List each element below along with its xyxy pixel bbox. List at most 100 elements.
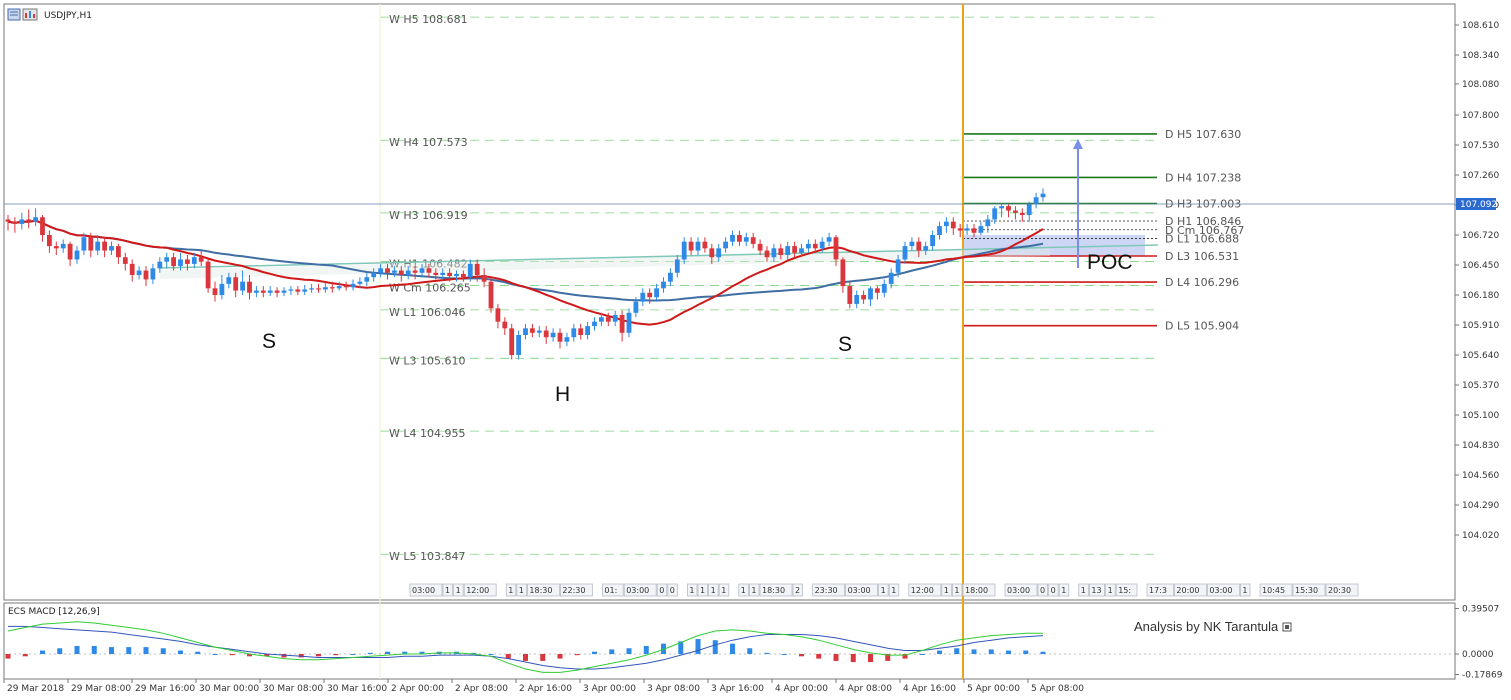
x-tick-label: 2 Apr 16:00: [519, 684, 572, 694]
time-tag-box: [527, 583, 560, 597]
macd-main-line: [7, 621, 1043, 673]
time-tag-label: 0: [1051, 586, 1056, 595]
weekly-level-label: W L4 104.955: [389, 427, 465, 440]
candle-body: [95, 241, 101, 251]
weekly-level-label: W L3 105.610: [389, 354, 465, 367]
daily-level-label: D H1 106.846: [1165, 215, 1241, 228]
time-tag-label: 0: [1040, 586, 1045, 595]
macd-hist-bar: [5, 654, 11, 659]
time-tag-label: 15:30: [1295, 586, 1318, 595]
candle-body: [799, 248, 804, 253]
macd-hist-bar: [488, 654, 494, 655]
macd-hist-bar: [385, 651, 390, 654]
shoulder-left-label: S: [262, 330, 276, 353]
candle-body: [854, 294, 860, 304]
macd-hist-bar: [764, 652, 770, 654]
time-tag-box: [560, 583, 593, 597]
y-tick-label: 105.370: [1462, 381, 1499, 391]
candle-body: [564, 337, 570, 342]
candle-body: [937, 226, 942, 235]
candle-body: [730, 234, 735, 242]
candle-body: [578, 328, 584, 335]
price-axis[interactable]: 108.610 108.340 108.080 107.800 107.530 107.2…: [1455, 21, 1499, 541]
time-tag-box: [1078, 583, 1089, 597]
x-tick-label: 5 Apr 00:00: [967, 684, 1020, 694]
symbol-title: USDJPY,H1: [44, 11, 92, 21]
candle-body: [385, 268, 390, 273]
time-tag-label: 1: [519, 586, 524, 595]
macd-hist-bar: [988, 649, 994, 654]
candle-body: [1013, 210, 1018, 213]
time-tag-label: 1: [741, 586, 746, 595]
macd-hist-bar: [592, 651, 597, 654]
time-tag-label: 10:45: [1262, 586, 1285, 595]
time-tag-box: [656, 583, 668, 597]
candle-body: [109, 246, 114, 251]
macd-indicator: [4, 621, 1455, 673]
candle-body: [60, 243, 66, 249]
candle-body: [509, 328, 515, 355]
candle-body: [440, 272, 446, 275]
daily-level-label: D H4 107.238: [1165, 171, 1241, 184]
time-tag-box: [516, 583, 527, 597]
candle-body: [819, 241, 825, 249]
daily-level-label: D L4 106.296: [1165, 276, 1239, 289]
candle-body: [861, 294, 866, 300]
poc-band: [963, 234, 1145, 257]
y-tick-label: 107.530: [1462, 141, 1499, 151]
chart-window-icon[interactable]: [7, 8, 21, 21]
x-tick-label: 5 Apr 08:00: [1031, 684, 1084, 694]
time-tag-label: 1: [891, 586, 896, 595]
daily-level-label: D L1 106.688: [1165, 233, 1239, 246]
candle-body: [412, 270, 418, 273]
weekly-level-label: W H3 106.919: [389, 209, 468, 222]
candle-body: [295, 289, 301, 292]
time-tag-box: [718, 583, 730, 597]
candle-body: [626, 312, 632, 333]
candle-body: [398, 270, 404, 275]
candles-layer: [5, 188, 1046, 360]
candle-body: [19, 219, 25, 224]
x-tick-label: 4 Apr 08:00: [839, 684, 892, 694]
candle-body: [185, 259, 190, 264]
time-tag-label: 18:30: [762, 586, 785, 595]
y-tick-label: 105.910: [1462, 321, 1499, 331]
candle-body: [640, 292, 646, 302]
time-tag-box: [505, 583, 517, 597]
time-tag-box: [792, 583, 804, 597]
candle-body: [923, 246, 929, 251]
moving-averages: [7, 219, 1044, 326]
x-tick-label: 30 Mar 00:00: [199, 684, 259, 694]
macd-hist-bar: [367, 652, 373, 654]
time-tag-box: [708, 583, 719, 597]
session-time-tags: 03:00 1 1 12:00 1 1 18:30 22:30 01: 03:00 0 0 1 1 1 1 1 1…: [409, 583, 1359, 597]
candle-body: [916, 241, 922, 251]
time-tag-label: 01:: [604, 586, 617, 595]
candle-body: [316, 288, 321, 290]
macd-hist-bar: [816, 654, 822, 659]
time-tag-label: 03:00: [1007, 586, 1030, 595]
time-tag-label: 20:00: [1176, 586, 1199, 595]
candle-body: [392, 270, 397, 273]
weekly-level-label: W H4 107.573: [389, 136, 468, 149]
candle-body: [426, 268, 432, 273]
chart-props-icon[interactable]: [22, 8, 38, 21]
x-tick-label: 3 Apr 08:00: [647, 684, 700, 694]
candle-body: [309, 288, 314, 290]
candle-body: [950, 221, 956, 229]
time-tag-label: 18:00: [965, 586, 988, 595]
candle-body: [999, 206, 1004, 209]
macd-hist-bar: [850, 654, 856, 663]
time-tag-box: [1048, 583, 1059, 597]
candle-body: [150, 268, 156, 280]
candle-body: [709, 248, 715, 258]
time-tag-label: 1: [954, 586, 959, 595]
time-tag-box: [759, 583, 793, 597]
candle-body: [461, 273, 466, 278]
candle-body: [267, 290, 273, 293]
time-tag-label: 1: [445, 586, 450, 595]
credit-icon[interactable]: [1282, 622, 1292, 632]
candle-body: [757, 243, 763, 251]
time-tag-label: 15:: [1118, 586, 1131, 595]
weekly-level-label: W L5 103.847: [389, 550, 465, 563]
